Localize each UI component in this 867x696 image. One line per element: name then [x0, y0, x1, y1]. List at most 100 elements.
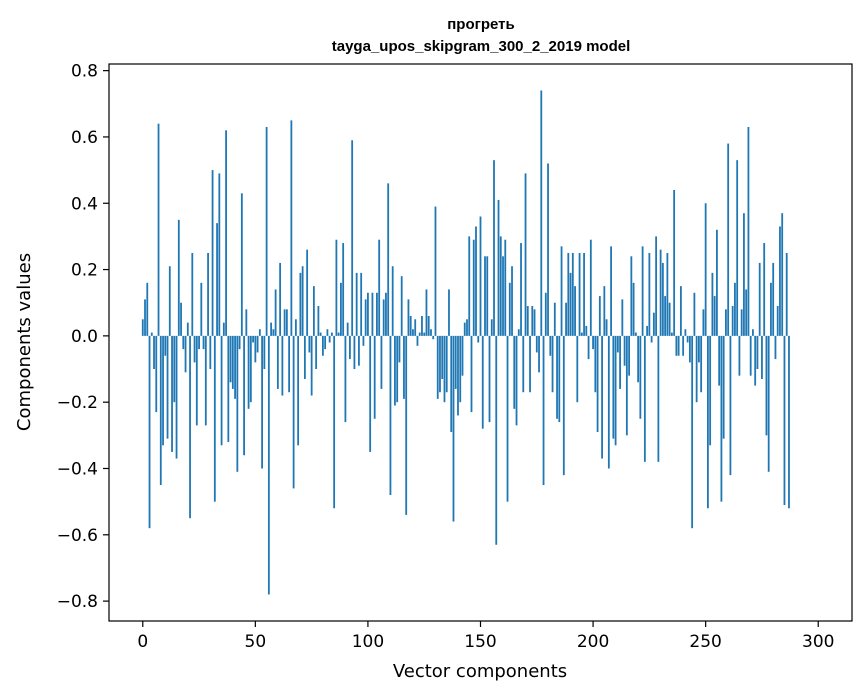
bar	[580, 332, 583, 336]
bar	[641, 246, 644, 336]
bar	[281, 335, 284, 396]
bar	[164, 335, 167, 356]
bar	[398, 335, 401, 363]
bar	[517, 329, 520, 336]
bar	[373, 335, 376, 419]
bar	[506, 335, 509, 502]
bar	[490, 319, 493, 336]
bar	[623, 335, 626, 366]
y-tick-label: −0.6	[57, 526, 98, 546]
bar	[736, 160, 739, 336]
bar	[758, 262, 761, 336]
bar	[355, 272, 358, 336]
bar	[162, 335, 164, 446]
bar	[673, 189, 676, 336]
bar	[276, 335, 279, 389]
y-tick-label: 0.6	[71, 128, 98, 148]
bar	[312, 286, 315, 336]
bar-series	[141, 90, 790, 595]
bar	[639, 335, 642, 419]
bar	[189, 335, 191, 519]
bar	[781, 213, 784, 336]
bar	[716, 229, 718, 336]
bar	[150, 332, 153, 336]
bar	[711, 272, 714, 336]
bar	[249, 335, 252, 403]
x-axis-label: Vector components	[393, 661, 567, 682]
bar	[558, 335, 561, 423]
bar	[344, 335, 347, 423]
bar	[688, 335, 691, 363]
bar	[720, 335, 723, 502]
bar	[166, 335, 169, 439]
bar	[301, 266, 304, 336]
bar	[450, 335, 453, 433]
y-axis-ticks: −0.8 −0.6 −0.4 −0.2 0.0 0.2 0.4 0.6 0.8	[57, 62, 109, 612]
bar	[767, 335, 770, 472]
bar	[279, 262, 282, 336]
bar	[531, 306, 534, 336]
bar	[684, 329, 687, 336]
bar	[553, 302, 556, 336]
bar	[648, 252, 651, 336]
bar	[234, 335, 236, 399]
bar	[290, 120, 293, 336]
bar	[508, 282, 511, 336]
bar	[522, 335, 525, 393]
bar	[718, 335, 721, 386]
bar	[533, 309, 536, 336]
bar	[418, 332, 421, 336]
x-tick-label: 100	[352, 632, 384, 652]
bar	[252, 335, 254, 343]
bar	[562, 335, 565, 476]
bar	[367, 292, 369, 336]
bar	[443, 335, 446, 403]
bar	[488, 335, 491, 423]
bar	[141, 319, 144, 336]
bar	[544, 292, 547, 336]
bar	[677, 335, 680, 356]
bar	[351, 140, 354, 336]
bar	[628, 335, 630, 376]
bar	[335, 239, 338, 336]
bar	[625, 335, 628, 436]
bar	[646, 325, 649, 336]
bar	[707, 335, 709, 509]
bar	[193, 335, 196, 363]
bar	[159, 335, 162, 486]
bar	[222, 322, 225, 336]
bar	[400, 276, 403, 336]
bar	[310, 335, 313, 396]
bar	[605, 319, 608, 336]
bar	[702, 309, 705, 336]
bar	[441, 335, 444, 379]
bar	[385, 292, 387, 336]
bar	[589, 239, 592, 336]
chart-title: прогреть	[447, 16, 515, 33]
bar	[479, 216, 482, 336]
bar	[157, 123, 160, 336]
bar	[484, 256, 486, 336]
bar	[412, 329, 414, 336]
bar	[238, 335, 241, 350]
y-tick-label: −0.4	[57, 459, 98, 479]
bar	[434, 206, 437, 336]
bar	[168, 266, 171, 336]
bar	[382, 299, 385, 336]
bar	[391, 266, 394, 336]
bar	[177, 219, 180, 336]
bar	[346, 322, 349, 336]
bar	[171, 335, 173, 452]
bar	[470, 335, 473, 413]
bar	[182, 335, 185, 350]
bar	[612, 335, 615, 439]
y-tick-label: 0.2	[71, 261, 98, 281]
y-tick-label: −0.8	[57, 592, 98, 612]
bar	[734, 282, 736, 336]
x-tick-label: 300	[802, 632, 834, 652]
bar	[236, 335, 239, 472]
bar	[774, 335, 777, 360]
bar	[578, 252, 581, 336]
